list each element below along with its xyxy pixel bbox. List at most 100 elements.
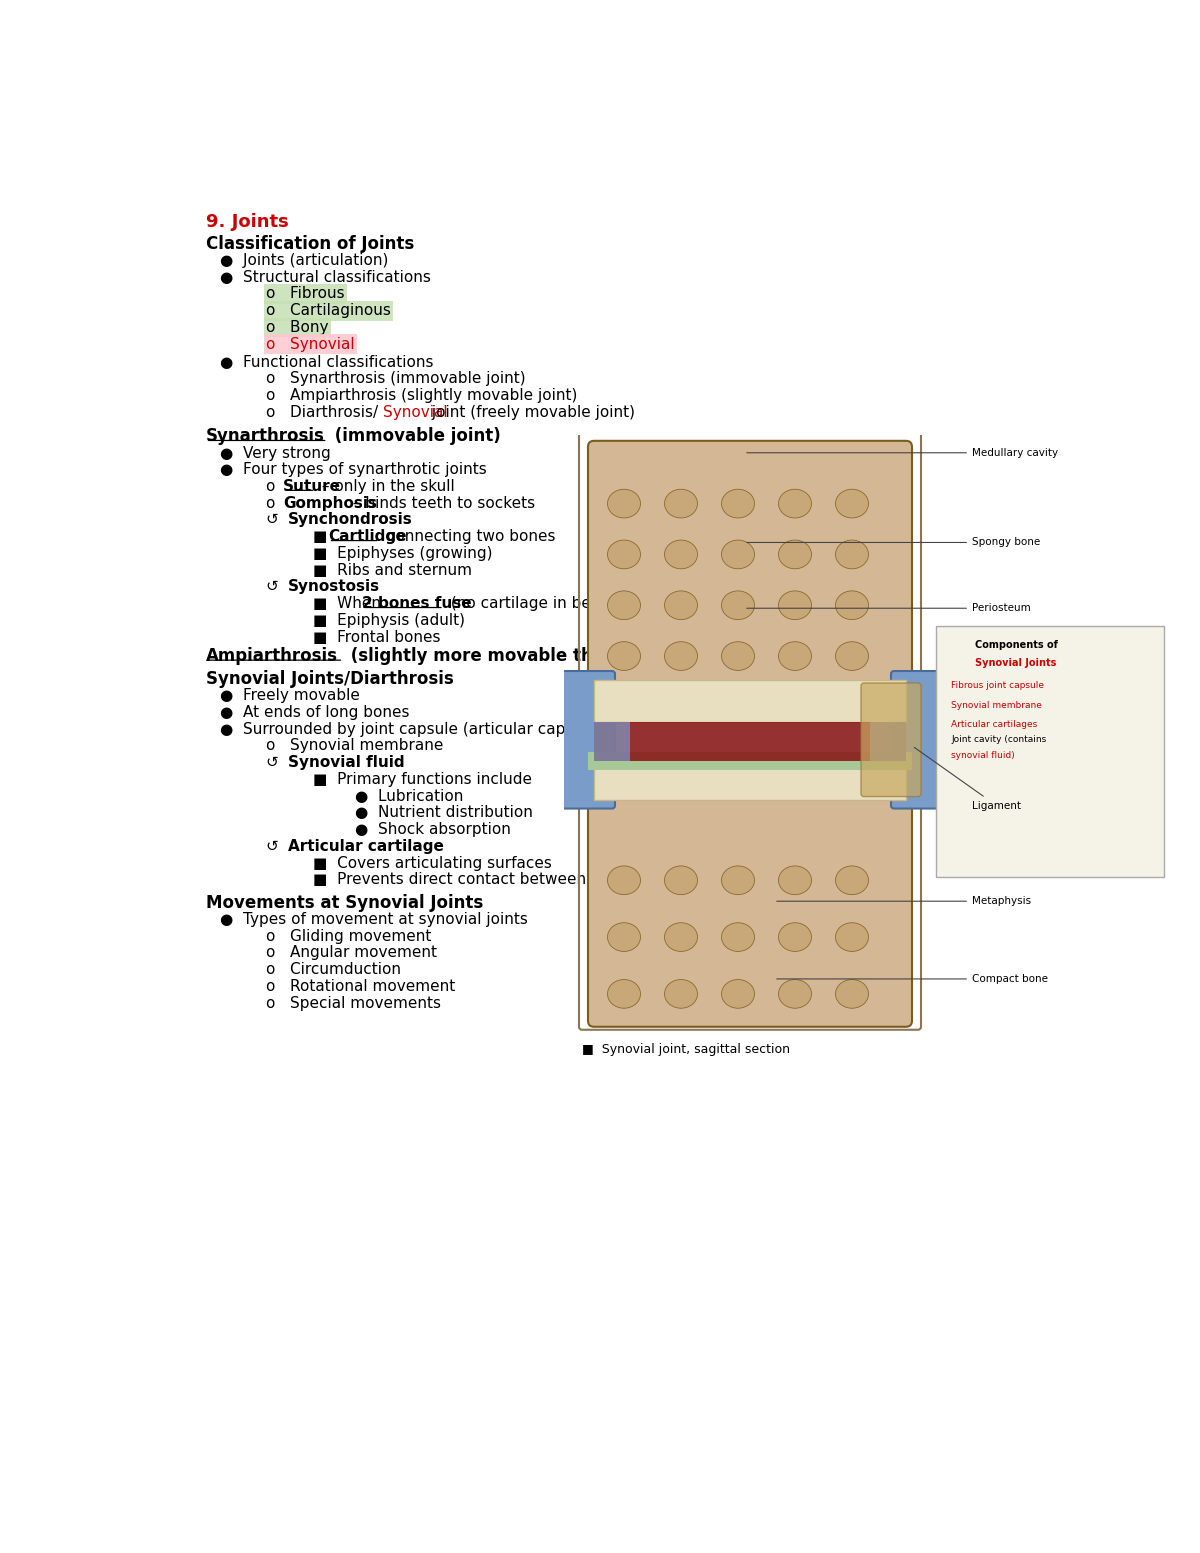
Text: ■  Covers articulating surfaces: ■ Covers articulating surfaces bbox=[313, 856, 552, 871]
Ellipse shape bbox=[665, 489, 697, 519]
Ellipse shape bbox=[721, 922, 755, 952]
Text: (no cartilage in between): (no cartilage in between) bbox=[445, 596, 643, 612]
Text: o   Gliding movement: o Gliding movement bbox=[266, 929, 432, 944]
Text: Articular cartilage: Articular cartilage bbox=[288, 839, 444, 854]
Text: o   Circumduction: o Circumduction bbox=[266, 963, 401, 977]
Text: o: o bbox=[266, 478, 290, 494]
Ellipse shape bbox=[607, 922, 641, 952]
Ellipse shape bbox=[721, 489, 755, 519]
Text: o   Fibrous: o Fibrous bbox=[266, 286, 344, 301]
Text: Fibrous joint capsule: Fibrous joint capsule bbox=[952, 682, 1044, 691]
Text: ●  Nutrient distribution: ● Nutrient distribution bbox=[355, 806, 533, 820]
Ellipse shape bbox=[665, 867, 697, 895]
Text: Ligament: Ligament bbox=[914, 747, 1021, 811]
Ellipse shape bbox=[607, 540, 641, 568]
Text: Joint cavity (contains: Joint cavity (contains bbox=[952, 735, 1046, 744]
Ellipse shape bbox=[835, 922, 869, 952]
Text: 9. Joints: 9. Joints bbox=[206, 213, 288, 231]
Text: ●  Lubrication: ● Lubrication bbox=[355, 789, 463, 804]
Text: o   Angular movement: o Angular movement bbox=[266, 946, 437, 960]
Text: o   Synarthrosis (immovable joint): o Synarthrosis (immovable joint) bbox=[266, 371, 526, 387]
Ellipse shape bbox=[607, 590, 641, 620]
Text: Compact bone: Compact bone bbox=[776, 974, 1048, 985]
FancyBboxPatch shape bbox=[870, 722, 906, 761]
FancyBboxPatch shape bbox=[588, 441, 912, 693]
Ellipse shape bbox=[779, 489, 811, 519]
FancyBboxPatch shape bbox=[594, 758, 906, 800]
Ellipse shape bbox=[665, 980, 697, 1008]
Text: Gomphosis: Gomphosis bbox=[283, 495, 377, 511]
Text: Spongy bone: Spongy bone bbox=[746, 537, 1040, 548]
Text: (slightly more movable than synarthrosis: (slightly more movable than synarthrosis bbox=[346, 648, 738, 665]
Text: Synarthrosis: Synarthrosis bbox=[206, 427, 325, 446]
Ellipse shape bbox=[665, 540, 697, 568]
Text: ■  When: ■ When bbox=[313, 596, 385, 612]
Text: ●  Joints (articulation): ● Joints (articulation) bbox=[220, 253, 388, 269]
Text: – only in the skull: – only in the skull bbox=[317, 478, 455, 494]
FancyBboxPatch shape bbox=[588, 752, 912, 761]
FancyBboxPatch shape bbox=[594, 722, 906, 761]
Ellipse shape bbox=[721, 867, 755, 895]
Ellipse shape bbox=[665, 641, 697, 671]
Text: Medullary cavity: Medullary cavity bbox=[746, 447, 1058, 458]
FancyBboxPatch shape bbox=[862, 683, 922, 797]
Text: ●  Functional classifications: ● Functional classifications bbox=[220, 354, 433, 370]
Ellipse shape bbox=[721, 980, 755, 1008]
Text: Components of: Components of bbox=[974, 640, 1058, 651]
FancyBboxPatch shape bbox=[890, 671, 946, 809]
Text: Synostosis: Synostosis bbox=[288, 579, 379, 595]
FancyBboxPatch shape bbox=[588, 800, 912, 1027]
FancyBboxPatch shape bbox=[594, 680, 906, 722]
Ellipse shape bbox=[835, 867, 869, 895]
Text: – binds teeth to sockets: – binds teeth to sockets bbox=[348, 495, 535, 511]
Text: Synovial: Synovial bbox=[383, 405, 448, 419]
Ellipse shape bbox=[665, 922, 697, 952]
Ellipse shape bbox=[779, 590, 811, 620]
Text: o   Cartilaginous: o Cartilaginous bbox=[266, 303, 391, 318]
Ellipse shape bbox=[835, 540, 869, 568]
Ellipse shape bbox=[721, 540, 755, 568]
Text: ↺: ↺ bbox=[266, 755, 289, 770]
Text: ●  Freely movable: ● Freely movable bbox=[220, 688, 360, 704]
Text: connecting two bones: connecting two bones bbox=[382, 530, 556, 544]
Ellipse shape bbox=[607, 641, 641, 671]
Ellipse shape bbox=[607, 489, 641, 519]
Ellipse shape bbox=[779, 540, 811, 568]
Text: o   Ampiarthrosis (slightly movable joint): o Ampiarthrosis (slightly movable joint) bbox=[266, 388, 577, 404]
Text: Suture: Suture bbox=[283, 478, 341, 494]
Text: ■  Epiphysis (adult): ■ Epiphysis (adult) bbox=[313, 613, 464, 627]
Text: ●  Shock absorption: ● Shock absorption bbox=[355, 822, 510, 837]
Text: o   Synovial membrane: o Synovial membrane bbox=[266, 739, 444, 753]
Text: Periosteum: Periosteum bbox=[746, 603, 1031, 613]
Text: Cartlidge: Cartlidge bbox=[329, 530, 407, 544]
Ellipse shape bbox=[779, 980, 811, 1008]
Text: Metaphysis: Metaphysis bbox=[776, 896, 1031, 907]
Text: ↺: ↺ bbox=[266, 839, 289, 854]
Text: ■  Prevents direct contact between bones: ■ Prevents direct contact between bones bbox=[313, 873, 637, 887]
Text: Synchondrosis: Synchondrosis bbox=[288, 512, 413, 528]
Text: joint (freely movable joint): joint (freely movable joint) bbox=[427, 405, 635, 419]
Text: ↺: ↺ bbox=[266, 579, 289, 595]
Text: 2 bones fuse: 2 bones fuse bbox=[362, 596, 472, 612]
Ellipse shape bbox=[835, 590, 869, 620]
Text: ●  At ends of long bones: ● At ends of long bones bbox=[220, 705, 409, 721]
Text: o   Synovial: o Synovial bbox=[266, 337, 355, 351]
Ellipse shape bbox=[779, 641, 811, 671]
Text: ●  Four types of synarthrotic joints: ● Four types of synarthrotic joints bbox=[220, 463, 486, 477]
Text: o   Rotational movement: o Rotational movement bbox=[266, 978, 456, 994]
Text: synovial fluid): synovial fluid) bbox=[952, 750, 1015, 759]
Text: ●  Structural classifications: ● Structural classifications bbox=[220, 270, 431, 284]
Text: Ampiarthrosis: Ampiarthrosis bbox=[206, 648, 338, 665]
Text: ■  Epiphyses (growing): ■ Epiphyses (growing) bbox=[313, 547, 492, 561]
Text: Classification of Joints: Classification of Joints bbox=[206, 235, 414, 253]
Text: o   Diarthrosis/: o Diarthrosis/ bbox=[266, 405, 378, 419]
Text: o   Bony: o Bony bbox=[266, 320, 329, 335]
Text: ●  Types of movement at synovial joints: ● Types of movement at synovial joints bbox=[220, 912, 528, 927]
Text: Synovial Joints: Synovial Joints bbox=[974, 658, 1056, 668]
Text: ■  Frontal bones: ■ Frontal bones bbox=[313, 629, 440, 644]
Text: Movements at Synovial Joints: Movements at Synovial Joints bbox=[206, 893, 484, 912]
Text: o   Special movements: o Special movements bbox=[266, 995, 442, 1011]
Text: ■  Primary functions include: ■ Primary functions include bbox=[313, 772, 532, 787]
Text: ■: ■ bbox=[313, 530, 337, 544]
FancyBboxPatch shape bbox=[594, 722, 630, 761]
